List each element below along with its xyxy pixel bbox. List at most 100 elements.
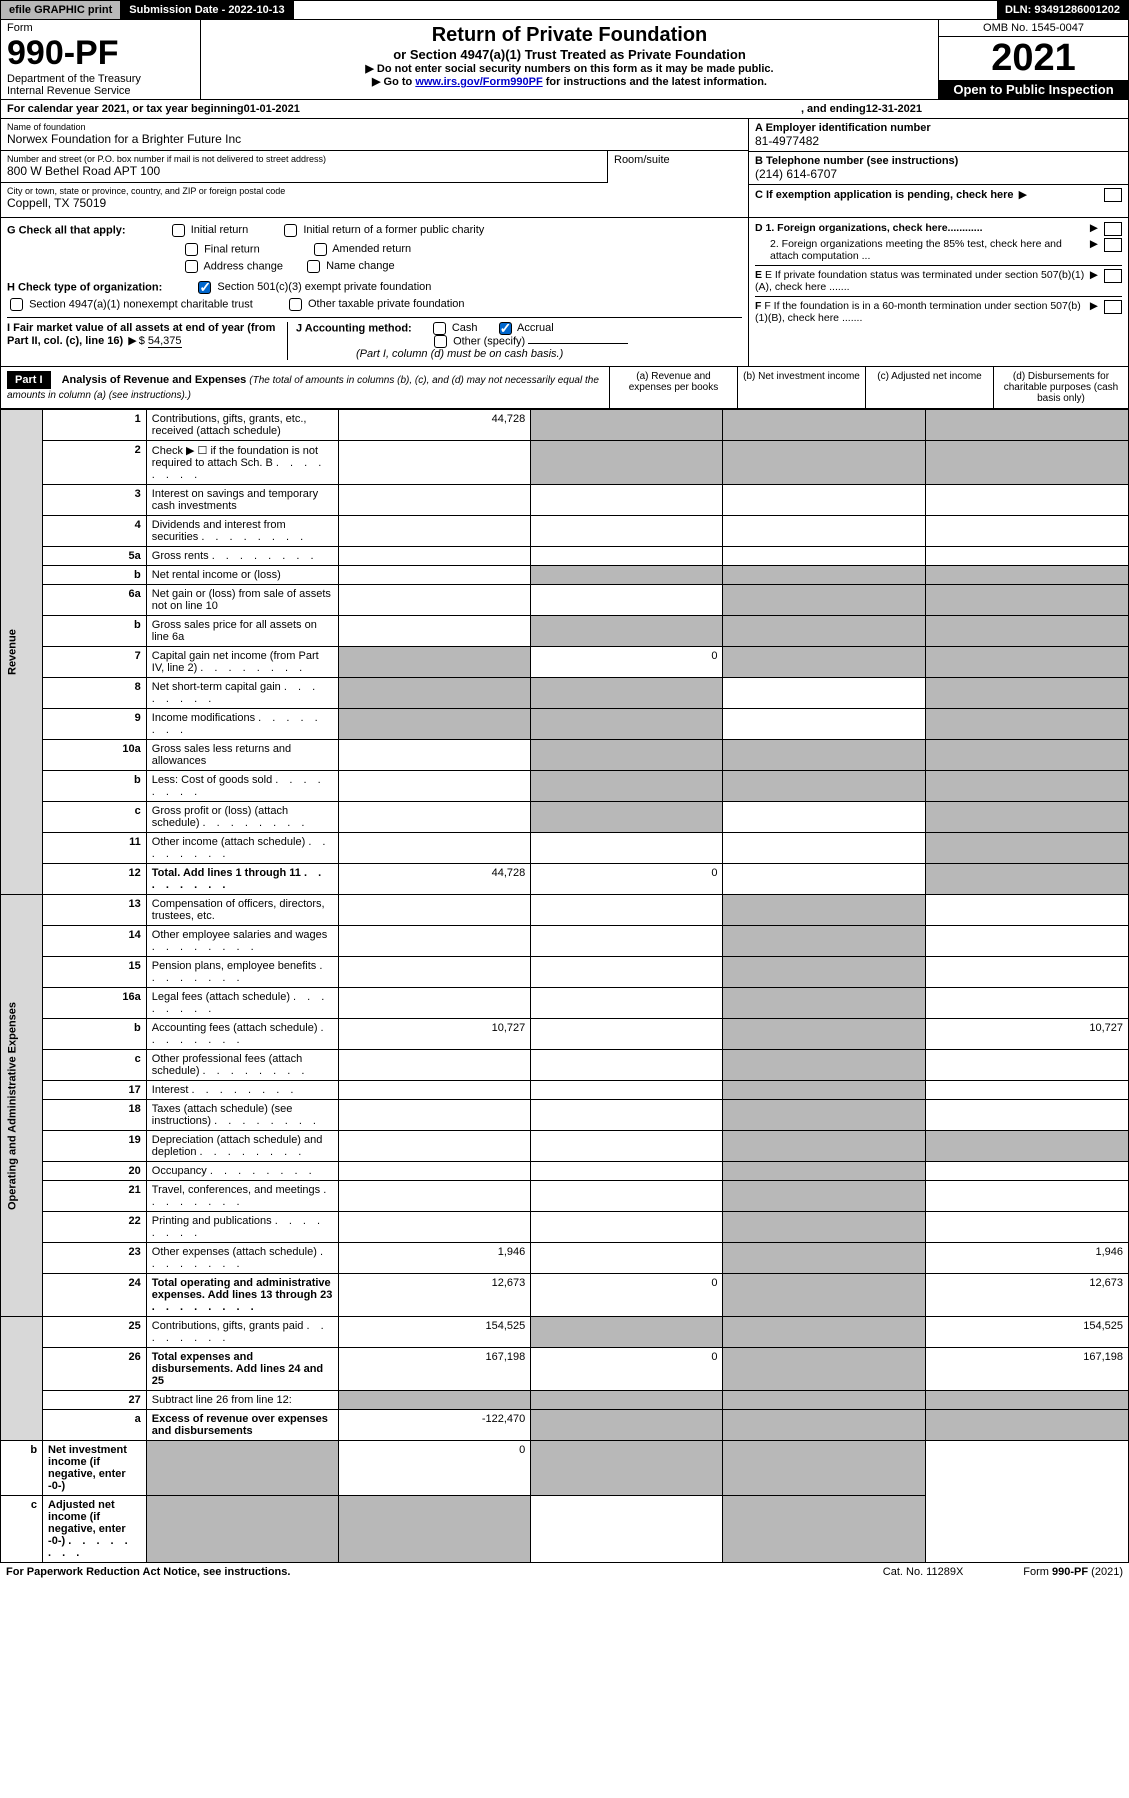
- table-row: 16aLegal fees (attach schedule) . . . . …: [1, 988, 1129, 1019]
- j-other-checkbox[interactable]: [434, 335, 447, 348]
- data-cell: [339, 1162, 531, 1181]
- row-number: 17: [43, 1081, 147, 1100]
- data-cell: [531, 616, 723, 647]
- data-cell: [339, 1496, 531, 1563]
- table-row: Operating and Administrative Expenses13C…: [1, 895, 1129, 926]
- data-cell: [339, 616, 531, 647]
- table-row: 2Check ▶ ☐ if the foundation is not requ…: [1, 441, 1129, 485]
- g-name-change-checkbox[interactable]: [307, 260, 320, 273]
- data-cell: [723, 802, 926, 833]
- table-row: cOther professional fees (attach schedul…: [1, 1050, 1129, 1081]
- h-4947-checkbox[interactable]: [10, 298, 23, 311]
- row-label: Legal fees (attach schedule) . . . . . .…: [146, 988, 338, 1019]
- data-cell: [723, 547, 926, 566]
- data-cell: [531, 926, 723, 957]
- i-value: 54,375: [148, 335, 182, 348]
- table-row: 14Other employee salaries and wages . . …: [1, 926, 1129, 957]
- row-number: 14: [43, 926, 147, 957]
- g-final-return-checkbox[interactable]: [185, 243, 198, 256]
- irs-link[interactable]: www.irs.gov/Form990PF: [415, 76, 542, 88]
- h-label: H Check type of organization:: [7, 281, 162, 293]
- table-row: 17Interest . . . . . . . .: [1, 1081, 1129, 1100]
- cal-mid: , and ending: [801, 103, 866, 115]
- row-label: Gross sales less returns and allowances: [146, 740, 338, 771]
- row-label: Occupancy . . . . . . . .: [146, 1162, 338, 1181]
- row-number: b: [43, 616, 147, 647]
- c-checkbox[interactable]: [1104, 188, 1122, 202]
- d1-checkbox[interactable]: [1104, 222, 1122, 236]
- instr2-post: for instructions and the latest informat…: [543, 76, 767, 88]
- table-row: bLess: Cost of goods sold . . . . . . . …: [1, 771, 1129, 802]
- room-label: Room/suite: [614, 154, 742, 166]
- data-cell: [531, 410, 723, 441]
- expenses-section-label: Operating and Administrative Expenses: [1, 895, 43, 1317]
- cal-end: 12-31-2021: [866, 103, 922, 115]
- footer-center: Cat. No. 11289X: [883, 1566, 964, 1578]
- form-header: Form 990-PF Department of the Treasury I…: [0, 20, 1129, 100]
- table-row: 23Other expenses (attach schedule) . . .…: [1, 1243, 1129, 1274]
- table-row: bGross sales price for all assets on lin…: [1, 616, 1129, 647]
- row-number: c: [43, 802, 147, 833]
- table-row: 12Total. Add lines 1 through 11 . . . . …: [1, 864, 1129, 895]
- submission-date: Submission Date - 2022-10-13: [121, 1, 293, 19]
- j-cash: Cash: [452, 322, 478, 334]
- g-address-change-checkbox[interactable]: [185, 260, 198, 273]
- row-number: b: [1, 1441, 43, 1496]
- data-cell: [531, 988, 723, 1019]
- arrow-icon: ▶: [1019, 188, 1027, 201]
- foundation-city: Coppell, TX 75019: [7, 196, 742, 210]
- table-row: 6aNet gain or (loss) from sale of assets…: [1, 585, 1129, 616]
- data-cell: [339, 585, 531, 616]
- data-cell: [339, 1212, 531, 1243]
- row-label: Dividends and interest from securities .…: [146, 516, 338, 547]
- data-cell: [926, 1212, 1129, 1243]
- data-cell: [531, 771, 723, 802]
- form-instr2: ▶ Go to www.irs.gov/Form990PF for instru…: [205, 75, 934, 88]
- data-cell: [531, 441, 723, 485]
- g-initial-return-checkbox[interactable]: [172, 224, 185, 237]
- h-other-taxable-checkbox[interactable]: [289, 298, 302, 311]
- data-cell: [531, 585, 723, 616]
- data-cell: [339, 1081, 531, 1100]
- row-label: Excess of revenue over expenses and disb…: [146, 1410, 338, 1441]
- e-checkbox[interactable]: [1104, 269, 1122, 283]
- row-number: 13: [43, 895, 147, 926]
- main-table: Revenue1Contributions, gifts, grants, et…: [0, 409, 1129, 1563]
- table-row: 21Travel, conferences, and meetings . . …: [1, 1181, 1129, 1212]
- d2-checkbox[interactable]: [1104, 238, 1122, 252]
- foundation-addr: 800 W Bethel Road APT 100: [7, 164, 601, 178]
- table-row: 27Subtract line 26 from line 12:: [1, 1391, 1129, 1410]
- g-amended-checkbox[interactable]: [314, 243, 327, 256]
- data-cell: [926, 988, 1129, 1019]
- h-501c3-checkbox[interactable]: [198, 281, 211, 294]
- row-label: Other expenses (attach schedule) . . . .…: [146, 1243, 338, 1274]
- col-d-header: (d) Disbursements for charitable purpose…: [993, 367, 1128, 408]
- j-cash-checkbox[interactable]: [433, 322, 446, 335]
- data-cell: [339, 516, 531, 547]
- data-cell: [339, 1131, 531, 1162]
- data-cell: [723, 1348, 926, 1391]
- row-label: Compensation of officers, directors, tru…: [146, 895, 338, 926]
- g-initial-former-checkbox[interactable]: [284, 224, 297, 237]
- data-cell: [531, 802, 723, 833]
- g-item-5: Name change: [326, 260, 395, 272]
- h-item-3: Other taxable private foundation: [308, 298, 465, 310]
- row-label: Gross profit or (loss) (attach schedule)…: [146, 802, 338, 833]
- g-item-4: Address change: [203, 260, 283, 272]
- data-cell: [146, 1441, 338, 1496]
- data-cell: [339, 566, 531, 585]
- data-cell: [926, 1081, 1129, 1100]
- data-cell: [531, 1131, 723, 1162]
- col-a-header: (a) Revenue and expenses per books: [609, 367, 737, 408]
- data-cell: -122,470: [339, 1410, 531, 1441]
- data-cell: [531, 1050, 723, 1081]
- data-cell: [339, 771, 531, 802]
- j-accrual: Accrual: [517, 322, 554, 334]
- data-cell: [531, 1162, 723, 1181]
- data-cell: [926, 585, 1129, 616]
- j-accrual-checkbox[interactable]: [499, 322, 512, 335]
- data-cell: [531, 566, 723, 585]
- data-cell: [146, 1496, 338, 1563]
- f-checkbox[interactable]: [1104, 300, 1122, 314]
- data-cell: [926, 1131, 1129, 1162]
